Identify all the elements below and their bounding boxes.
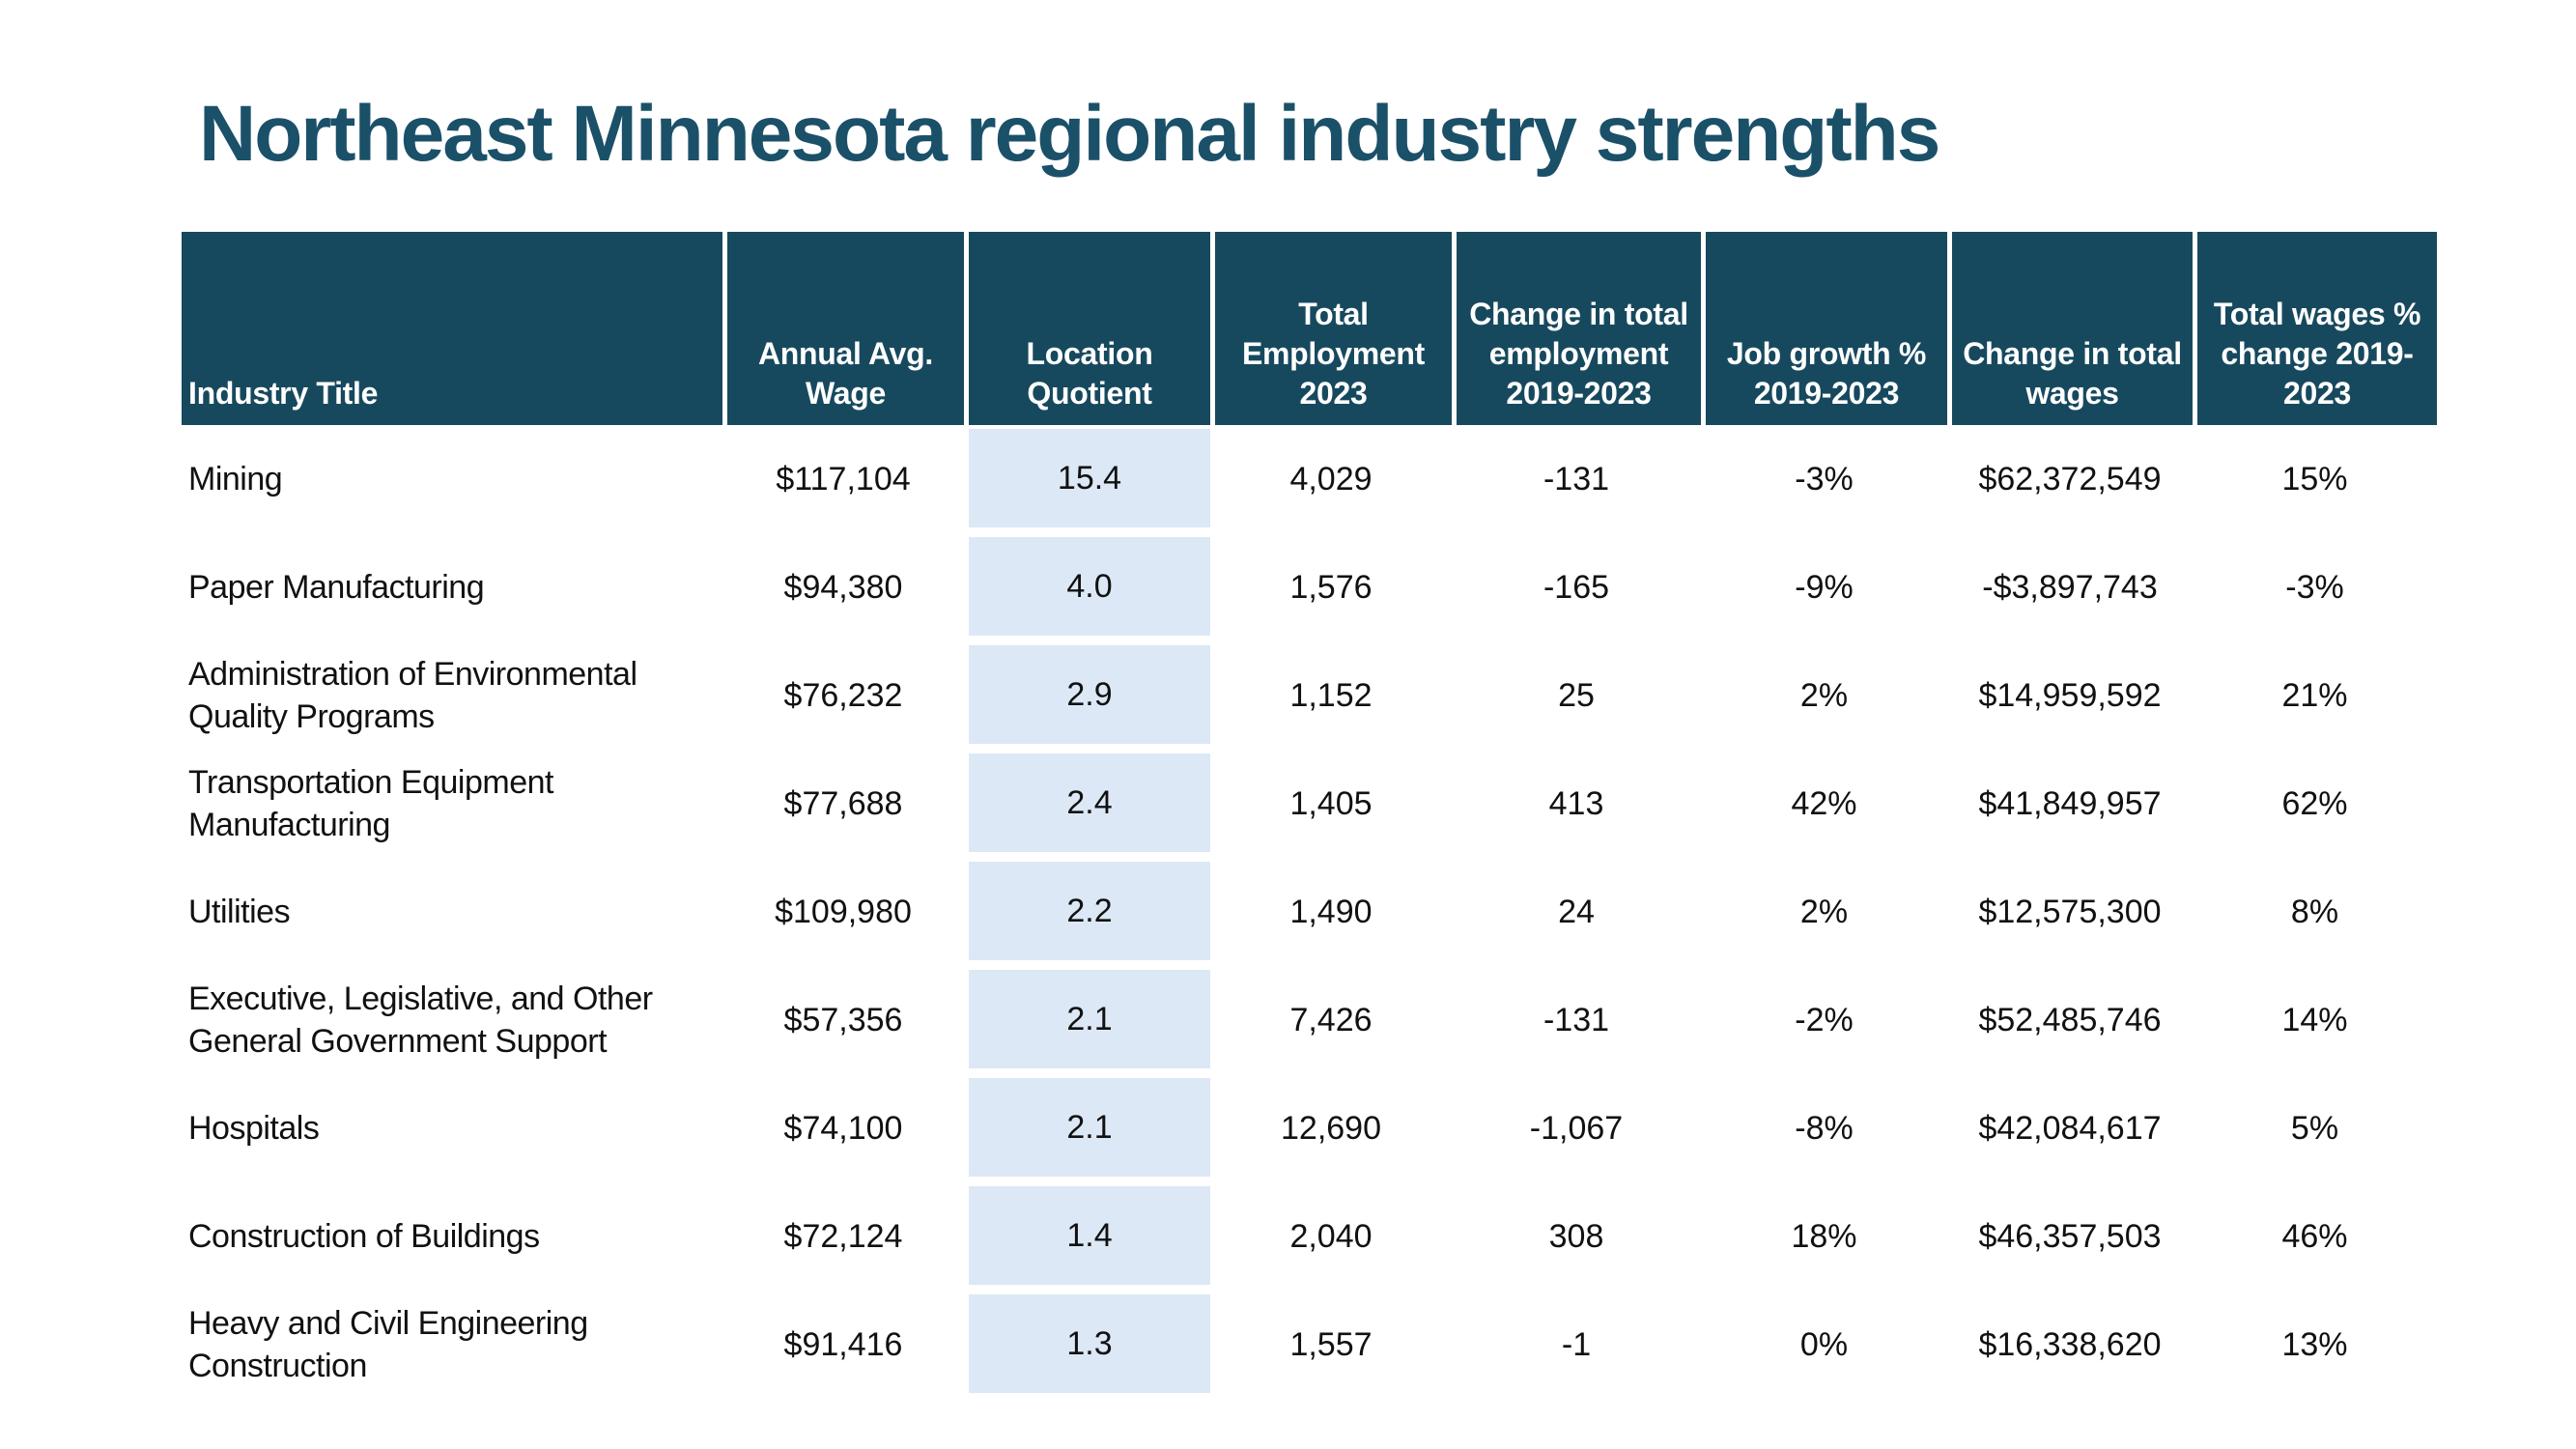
annual-avg-wage-cell: $72,124 bbox=[783, 1218, 903, 1255]
annual-avg-wage-cell: $77,688 bbox=[783, 785, 903, 822]
job-growth-cell: -2% bbox=[1795, 1002, 1854, 1038]
change-wages-cell: $46,357,503 bbox=[1978, 1218, 2162, 1255]
annual-avg-wage-cell: $57,356 bbox=[783, 1002, 903, 1038]
change-employment-cell: -165 bbox=[1543, 569, 1610, 606]
total-employment-cell: 1,557 bbox=[1289, 1326, 1373, 1363]
total-employment-cell: 2,040 bbox=[1289, 1218, 1373, 1255]
industry-strengths-table: Industry Title Annual Avg. Wage Location… bbox=[182, 232, 2437, 1399]
table-body: Mining $117,104 15.4 4,029 -131 -3% $62,… bbox=[182, 425, 2437, 1399]
change-employment-cell: 25 bbox=[1558, 677, 1595, 714]
industry-row: Construction of Buildings $72,124 1.4 2,… bbox=[182, 1182, 2437, 1291]
change-wages-cell: $41,849,957 bbox=[1978, 785, 2162, 822]
location-quotient-cell: 2.2 bbox=[964, 858, 1210, 966]
industry-title-cell: Utilities bbox=[188, 894, 291, 930]
column-header-change-wages: Change in total wages bbox=[1947, 232, 2193, 425]
change-employment-cell: 24 bbox=[1558, 894, 1595, 930]
change-wages-cell: $62,372,549 bbox=[1978, 461, 2162, 497]
total-employment-cell: 12,690 bbox=[1281, 1110, 1381, 1147]
location-quotient-cell: 15.4 bbox=[964, 425, 1210, 533]
job-growth-cell: 2% bbox=[1799, 677, 1849, 714]
column-header-location-quotient: Location Quotient bbox=[964, 232, 1210, 425]
job-growth-cell: 2% bbox=[1799, 894, 1849, 930]
industry-row: Heavy and Civil Engineering Construction… bbox=[182, 1291, 2437, 1399]
industry-title-cell: Mining bbox=[188, 461, 283, 497]
location-quotient-cell: 2.1 bbox=[964, 966, 1210, 1074]
location-quotient-cell: 4.0 bbox=[964, 533, 1210, 641]
column-header-annual-avg-wage: Annual Avg. Wage bbox=[722, 232, 964, 425]
industry-row: Mining $117,104 15.4 4,029 -131 -3% $62,… bbox=[182, 425, 2437, 533]
change-wages-cell: -$3,897,743 bbox=[1982, 569, 2158, 606]
industry-row: Utilities $109,980 2.2 1,490 24 2% $12,5… bbox=[182, 858, 2437, 966]
industry-title-cell: Heavy and Civil Engineering Construction bbox=[188, 1305, 588, 1384]
job-growth-cell: -8% bbox=[1795, 1110, 1854, 1147]
industry-row: Hospitals $74,100 2.1 12,690 -1,067 -8% … bbox=[182, 1074, 2437, 1182]
job-growth-cell: 42% bbox=[1791, 785, 1857, 822]
location-quotient-cell: 2.1 bbox=[964, 1074, 1210, 1182]
change-employment-cell: 308 bbox=[1548, 1218, 1604, 1255]
change-employment-cell: -131 bbox=[1543, 1002, 1610, 1038]
column-header-industry-title: Industry Title bbox=[182, 232, 722, 425]
location-quotient-cell: 1.3 bbox=[964, 1291, 1210, 1399]
change-employment-cell: -131 bbox=[1543, 461, 1610, 497]
total-employment-cell: 1,152 bbox=[1289, 677, 1373, 714]
column-header-job-growth: Job growth % 2019-2023 bbox=[1701, 232, 1947, 425]
location-quotient-cell: 1.4 bbox=[964, 1182, 1210, 1291]
wages-pct-change-cell: -3% bbox=[2285, 569, 2344, 606]
column-header-change-employment: Change in total employment 2019-2023 bbox=[1452, 232, 1701, 425]
wages-pct-change-cell: 14% bbox=[2281, 1002, 2348, 1038]
industry-row: Paper Manufacturing $94,380 4.0 1,576 -1… bbox=[182, 533, 2437, 641]
job-growth-cell: 18% bbox=[1791, 1218, 1857, 1255]
total-employment-cell: 1,576 bbox=[1289, 569, 1373, 606]
location-quotient-cell: 2.9 bbox=[964, 641, 1210, 750]
change-wages-cell: $12,575,300 bbox=[1978, 894, 2162, 930]
annual-avg-wage-cell: $109,980 bbox=[775, 894, 912, 930]
job-growth-cell: -3% bbox=[1795, 461, 1854, 497]
annual-avg-wage-cell: $74,100 bbox=[783, 1110, 903, 1147]
industry-title-cell: Hospitals bbox=[188, 1110, 320, 1147]
table-header: Industry Title Annual Avg. Wage Location… bbox=[182, 232, 2437, 425]
industry-row: Administration of Environmental Quality … bbox=[182, 641, 2437, 750]
annual-avg-wage-cell: $117,104 bbox=[776, 461, 911, 497]
industry-title-cell: Administration of Environmental Quality … bbox=[188, 656, 637, 735]
total-employment-cell: 4,029 bbox=[1289, 461, 1373, 497]
annual-avg-wage-cell: $91,416 bbox=[783, 1326, 903, 1363]
industry-row: Transportation Equipment Manufacturing $… bbox=[182, 750, 2437, 858]
total-employment-cell: 1,490 bbox=[1289, 894, 1373, 930]
wages-pct-change-cell: 8% bbox=[2290, 894, 2339, 930]
wages-pct-change-cell: 21% bbox=[2281, 677, 2348, 714]
change-wages-cell: $14,959,592 bbox=[1978, 677, 2162, 714]
page-title: Northeast Minnesota regional industry st… bbox=[199, 90, 1940, 178]
job-growth-cell: 0% bbox=[1799, 1326, 1849, 1363]
total-employment-cell: 1,405 bbox=[1289, 785, 1373, 822]
total-employment-cell: 7,426 bbox=[1289, 1002, 1373, 1038]
wages-pct-change-cell: 46% bbox=[2281, 1218, 2348, 1255]
annual-avg-wage-cell: $94,380 bbox=[783, 569, 903, 606]
column-header-wages-pct-change: Total wages % change 2019- 2023 bbox=[2193, 232, 2437, 425]
wages-pct-change-cell: 15% bbox=[2281, 461, 2348, 497]
job-growth-cell: -9% bbox=[1795, 569, 1854, 606]
annual-avg-wage-cell: $76,232 bbox=[783, 677, 903, 714]
change-employment-cell: -1,067 bbox=[1529, 1110, 1624, 1147]
location-quotient-cell: 2.4 bbox=[964, 750, 1210, 858]
industry-title-cell: Transportation Equipment Manufacturing bbox=[188, 764, 553, 843]
wages-pct-change-cell: 5% bbox=[2290, 1110, 2339, 1147]
change-employment-cell: 413 bbox=[1548, 785, 1604, 822]
change-employment-cell: -1 bbox=[1561, 1326, 1592, 1363]
industry-title-cell: Construction of Buildings bbox=[188, 1218, 540, 1255]
header-row: Industry Title Annual Avg. Wage Location… bbox=[182, 232, 2437, 425]
wages-pct-change-cell: 62% bbox=[2281, 785, 2348, 822]
change-wages-cell: $42,084,617 bbox=[1978, 1110, 2162, 1147]
industry-title-cell: Executive, Legislative, and Other Genera… bbox=[188, 980, 653, 1060]
industry-row: Executive, Legislative, and Other Genera… bbox=[182, 966, 2437, 1074]
column-header-total-employment: Total Employment 2023 bbox=[1210, 232, 1452, 425]
industry-title-cell: Paper Manufacturing bbox=[188, 569, 485, 606]
change-wages-cell: $52,485,746 bbox=[1978, 1002, 2162, 1038]
wages-pct-change-cell: 13% bbox=[2281, 1326, 2348, 1363]
change-wages-cell: $16,338,620 bbox=[1978, 1326, 2162, 1363]
